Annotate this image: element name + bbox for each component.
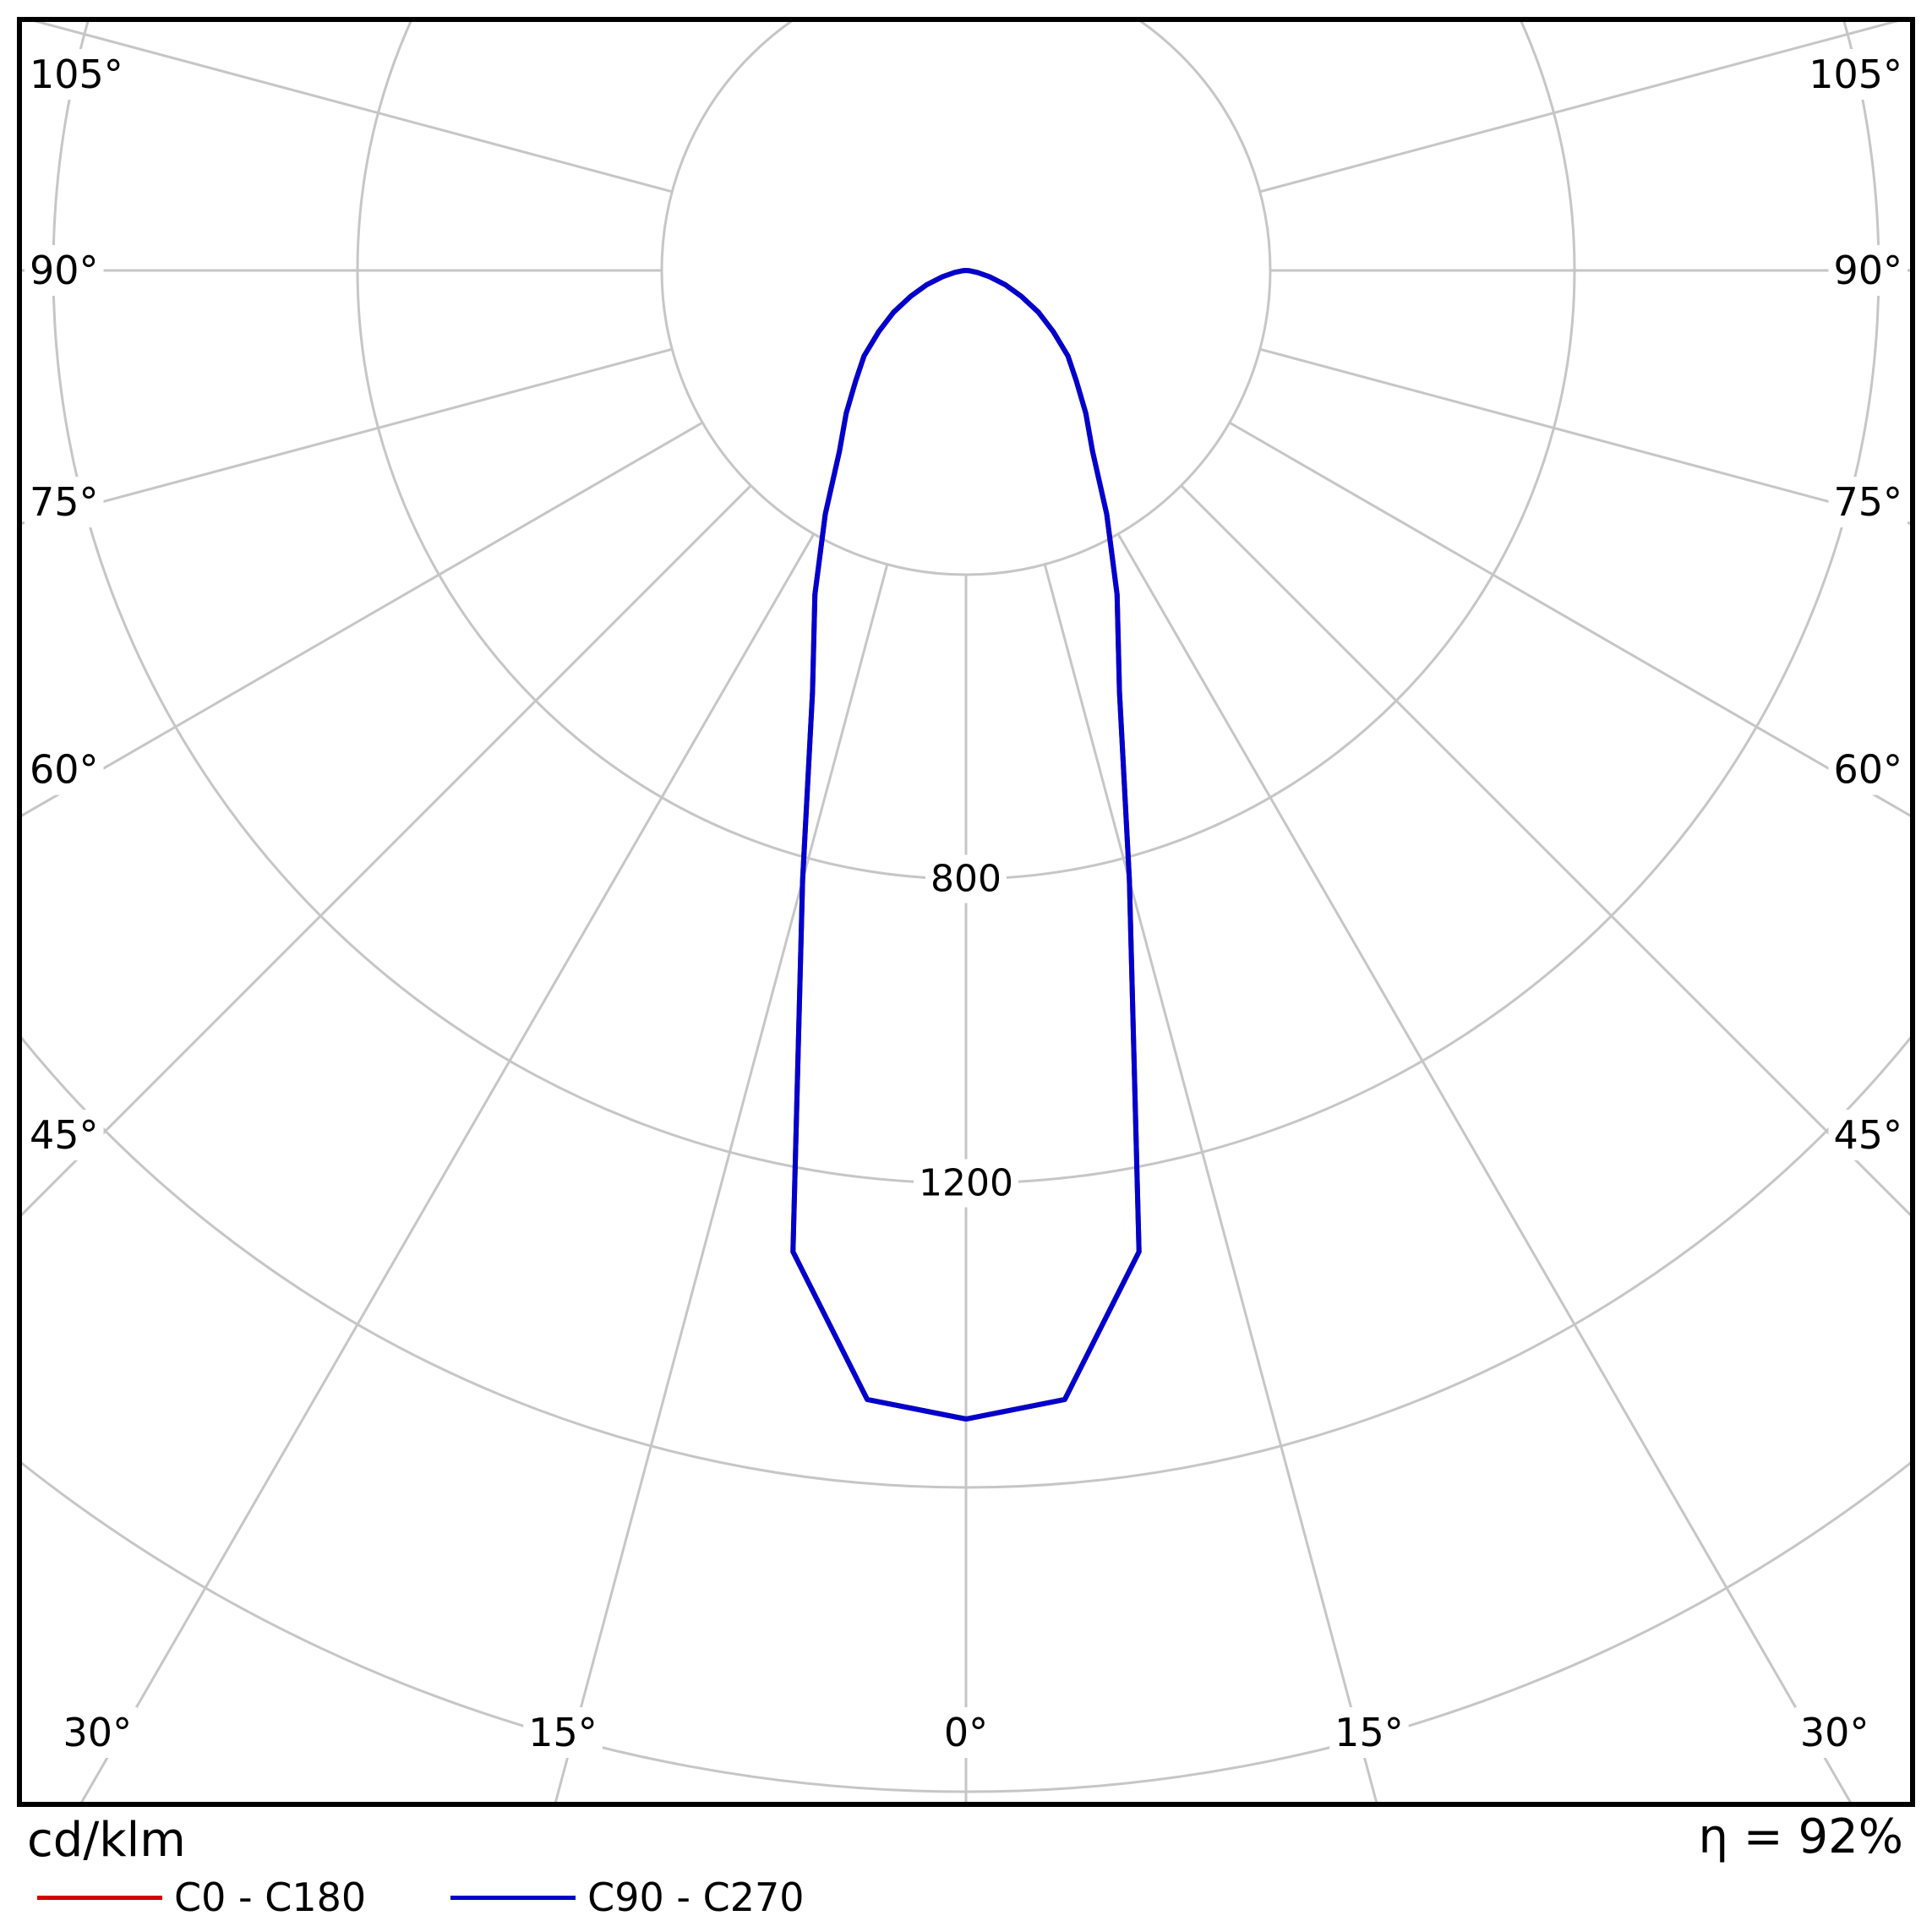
ring-label-1200: 1200: [919, 1162, 1013, 1205]
angle-label-left-60: 60°: [30, 747, 99, 793]
angle-label-right-75: 75°: [1833, 479, 1902, 525]
angle-label-right-60: 60°: [1833, 747, 1902, 793]
angle-label-right-45: 45°: [1833, 1112, 1902, 1158]
angle-label-bottom-left-30: 30°: [63, 1710, 133, 1755]
ring-label-800: 800: [931, 858, 1001, 901]
curve-c90-c270: [790, 268, 1142, 1422]
legend-label-c90-c270: C90 - C270: [587, 1875, 805, 1920]
angle-label-left-75: 75°: [30, 479, 99, 525]
legend-label-c0-c180: C0 - C180: [174, 1875, 367, 1920]
units-label: cd/klm: [27, 1813, 186, 1868]
legend: C0 - C180 C90 - C270: [37, 1875, 805, 1920]
legend-line-c90-c270: [450, 1895, 576, 1900]
angle-label-right-90: 90°: [1833, 248, 1902, 293]
legend-line-c0-c180: [37, 1895, 162, 1900]
angle-label-bottom-left-15: 15°: [528, 1710, 598, 1755]
angle-label-left-45: 45°: [30, 1112, 99, 1158]
chart-labels: 800 1200 105° 105° 90° 90° 75° 75° 60° 60° 45° 45° 3…: [25, 49, 1907, 1758]
efficiency-label: η = 92%: [1698, 1809, 1903, 1864]
angle-label-bottom-0: 0°: [944, 1710, 988, 1755]
angle-label-bottom-right-15: 15°: [1334, 1710, 1404, 1755]
angle-label-bottom-right-30: 30°: [1800, 1710, 1869, 1755]
plot-frame: [17, 17, 1915, 1807]
angle-label-left-105: 105°: [30, 52, 123, 97]
angle-label-left-90: 90°: [30, 248, 99, 293]
legend-item-c0-c180: C0 - C180: [37, 1875, 366, 1920]
legend-item-c90-c270: C90 - C270: [450, 1875, 805, 1920]
angle-label-right-105: 105°: [1809, 52, 1902, 97]
